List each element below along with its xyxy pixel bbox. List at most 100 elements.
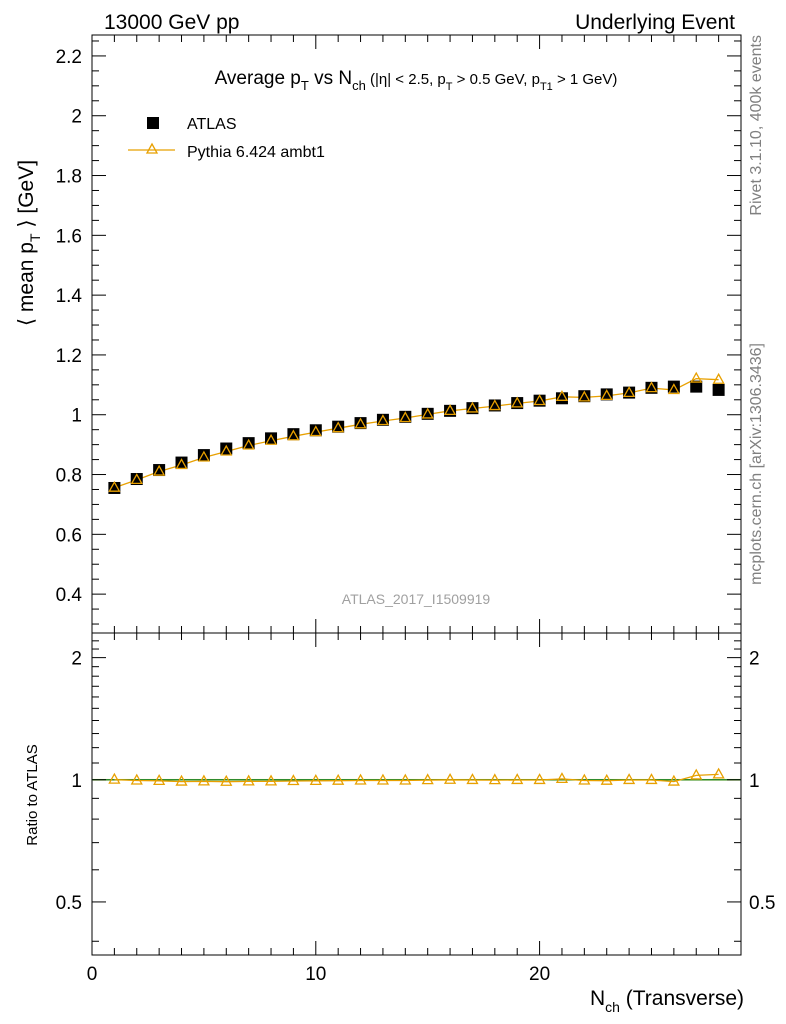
mc-data-point: [309, 425, 322, 437]
main-y-tick-label: 2: [71, 107, 82, 128]
main-axis-ticks: [91, 35, 742, 633]
ratio-mc-point: [399, 773, 412, 785]
mc-data-point: [197, 450, 211, 462]
mc-data-point: [153, 464, 166, 476]
title-sub-c: T: [446, 81, 453, 93]
main-y-tick-label: 1.2: [56, 346, 82, 367]
ratio-y-tick-label: 1: [71, 771, 82, 792]
ratio-y-tick-label: 2: [71, 649, 82, 670]
mc-data-point: [533, 394, 546, 406]
atlas-data-point: [645, 381, 658, 394]
title-sub-d: T1: [540, 81, 553, 93]
main-y-tick-label: 2.2: [56, 47, 82, 68]
header-right-label: Underlying Event: [575, 11, 735, 34]
ratio-mc-point: [287, 774, 300, 786]
ylabel-part-a: ⟨ mean p: [15, 242, 38, 326]
ratio-mc-point: [488, 773, 501, 785]
ratio-mc-point: [712, 767, 725, 779]
mc-data-point: [622, 386, 636, 398]
ratio-y-tick-label-right: 1: [749, 771, 760, 792]
main-y-tick-label: 1: [71, 406, 82, 427]
main-y-tick-label: 0.4: [56, 585, 83, 606]
legend-mc-marker: [145, 142, 159, 154]
x-tick-labels: 0 10 20: [87, 964, 550, 985]
xlabel-sub-a: ch: [605, 999, 620, 1015]
ratio-y-tick-label: 0.5: [56, 893, 82, 914]
ratio-mc-point: [220, 774, 233, 786]
title-sub-a: T: [301, 78, 309, 93]
mc-data-point: [108, 480, 121, 492]
x-axis-label: Nch (Transverse): [590, 987, 744, 1015]
title-part-c: (|η| < 2.5, p: [366, 71, 446, 88]
ratio-mc-point: [622, 773, 636, 785]
mc-data-point: [242, 438, 255, 450]
atlas-data-point: [421, 407, 434, 420]
mc-data-point: [488, 399, 501, 411]
ratio-mc-point: [153, 774, 166, 785]
mc-data-point: [354, 417, 367, 429]
chart-title: Average pT vs Nch (|η| < 2.5, pT > 0.5 G…: [215, 68, 618, 93]
ratio-mc-point: [354, 773, 367, 785]
ratio-y-tick-labels: 0.5 0.5 1 1 2 2: [56, 649, 776, 914]
mc-data-point: [667, 383, 680, 395]
atlas-data-point: [511, 397, 524, 410]
atlas-data-point: [354, 417, 367, 430]
analysis-watermark: ATLAS_2017_I1509919: [342, 591, 491, 607]
ratio-mc-point: [667, 774, 680, 786]
atlas-data-point: [690, 380, 703, 393]
mc-series-line: [114, 377, 719, 489]
atlas-data-point: [130, 473, 143, 486]
legend: ATLAS Pythia 6.424 ambt1: [128, 116, 325, 161]
header-left-label: 13000 GeV pp: [104, 11, 239, 34]
ratio-mc-point: [443, 772, 457, 784]
mc-data-point: [130, 473, 143, 485]
mc-data-point: [645, 381, 658, 393]
ratio-frame: [91, 632, 742, 956]
atlas-data-point: [623, 386, 636, 399]
ratio-mc-point: [533, 773, 546, 785]
title-part-d: > 0.5 GeV, p: [453, 71, 540, 88]
ylabel-sub-a: T: [27, 233, 43, 242]
ratio-mc-point: [242, 774, 255, 786]
main-panel: 0.4 0.6 0.8 1 1.2 1.4 1.6 1.8 2 2.2 ATLAS_2017_I1…: [15, 34, 742, 634]
mc-data-point: [376, 414, 390, 426]
mc-data-point: [443, 404, 457, 415]
mc-data-point: [578, 390, 591, 402]
title-sub-b: ch: [352, 78, 366, 93]
main-series: [108, 371, 725, 494]
mc-data-point: [555, 389, 569, 401]
ratio-mc-point: [645, 773, 658, 785]
title-part-e: > 1 GeV): [553, 71, 618, 88]
x-tick-label: 0: [87, 964, 98, 985]
mc-data-point: [690, 371, 703, 383]
mc-data-point: [332, 421, 345, 433]
atlas-data-point: [555, 392, 568, 405]
ratio-mc-point: [466, 773, 479, 785]
ratio-mc-point: [264, 774, 278, 786]
title-part-a: Average p: [215, 68, 301, 89]
main-y-tick-label: 0.6: [56, 525, 82, 546]
rivet-label: Rivet 3.1.10, 400k events: [748, 35, 765, 216]
mc-data-point: [712, 372, 725, 384]
atlas-data-point: [108, 481, 121, 494]
atlas-data-point: [466, 402, 479, 415]
atlas-data-point: [399, 410, 412, 423]
mc-data-point: [466, 401, 479, 413]
ratio-mc-line: [114, 773, 719, 783]
ratio-mc-point: [108, 772, 121, 784]
atlas-data-point: [533, 394, 546, 407]
mc-data-point: [511, 396, 524, 408]
main-y-tick-label: 1.8: [56, 167, 82, 188]
x-tick-label: 20: [529, 964, 550, 985]
atlas-data-point: [332, 420, 345, 433]
mc-data-point: [287, 429, 300, 441]
ratio-mc-point: [600, 773, 613, 785]
ratio-axis-ticks: [91, 633, 742, 955]
mc-data-point: [600, 389, 613, 401]
main-y-tick-label: 1.4: [56, 286, 83, 307]
main-y-tick-label: 0.8: [56, 466, 82, 487]
ratio-mc-point: [555, 772, 569, 784]
main-y-tick-labels: 0.4 0.6 0.8 1 1.2 1.4 1.6 1.8 2 2.2: [56, 47, 83, 606]
mc-data-point: [399, 411, 412, 423]
